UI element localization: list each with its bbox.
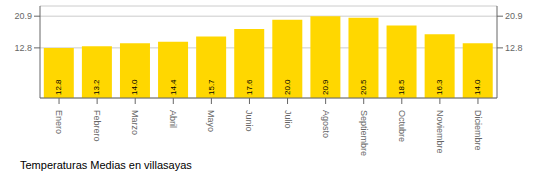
svg-text:Julio: Julio xyxy=(283,110,293,129)
svg-text:Junio: Junio xyxy=(244,110,254,132)
svg-text:16.3: 16.3 xyxy=(435,79,444,95)
svg-text:12.8: 12.8 xyxy=(505,43,523,53)
svg-text:13.2: 13.2 xyxy=(92,79,101,95)
svg-text:12.8: 12.8 xyxy=(54,79,63,95)
svg-text:Enero: Enero xyxy=(54,110,64,134)
svg-text:Agosto: Agosto xyxy=(321,110,331,138)
svg-text:20.5: 20.5 xyxy=(359,79,368,95)
svg-text:18.5: 18.5 xyxy=(397,79,406,95)
svg-text:14.4: 14.4 xyxy=(169,79,178,95)
svg-text:12.8: 12.8 xyxy=(14,43,32,53)
svg-text:14.0: 14.0 xyxy=(473,79,482,95)
svg-text:20.9: 20.9 xyxy=(505,11,523,21)
svg-text:Octubre: Octubre xyxy=(397,110,407,142)
svg-text:20.0: 20.0 xyxy=(283,79,292,95)
svg-text:20.9: 20.9 xyxy=(321,79,330,95)
svg-text:15.7: 15.7 xyxy=(207,79,216,95)
svg-text:20.9: 20.9 xyxy=(14,11,32,21)
svg-text:Abril: Abril xyxy=(168,110,178,128)
svg-text:Septiembre: Septiembre xyxy=(359,110,369,156)
svg-text:14.0: 14.0 xyxy=(130,79,139,95)
svg-text:17.6: 17.6 xyxy=(245,79,254,95)
html-text:Temperaturas Medias en villasa: Temperaturas Medias en villasayas xyxy=(20,159,192,171)
svg-text:Febrero: Febrero xyxy=(92,110,102,142)
svg-text:Marzo: Marzo xyxy=(130,110,140,135)
svg-text:Mayo: Mayo xyxy=(206,110,216,132)
svg-text:Diciembre: Diciembre xyxy=(473,110,483,151)
svg-text:Noviembre: Noviembre xyxy=(435,110,445,154)
